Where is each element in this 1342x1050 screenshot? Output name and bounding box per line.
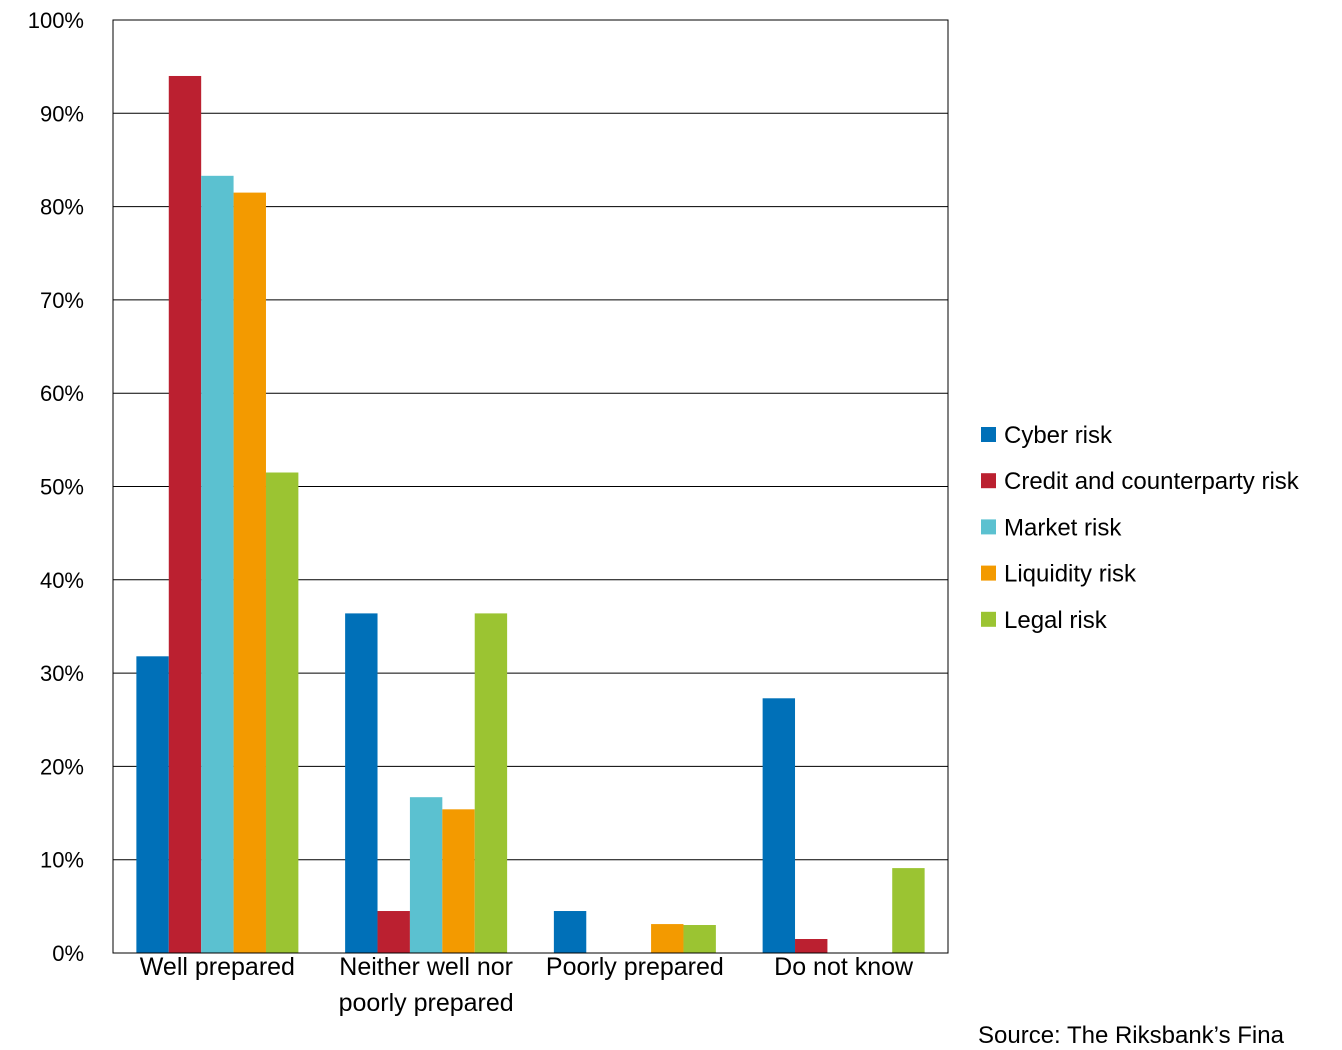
bars xyxy=(136,75,925,954)
legend: Cyber risk Credit and counterparty risk Ma… xyxy=(981,422,1300,634)
y-tick-label: 90% xyxy=(40,101,84,126)
y-tick-label: 20% xyxy=(40,754,84,779)
bar xyxy=(136,656,169,953)
legend-label: Legal risk xyxy=(1004,607,1108,634)
legend-label: Liquidity risk xyxy=(1004,561,1137,588)
y-tick-label: 80% xyxy=(40,195,84,220)
bar xyxy=(762,698,796,953)
y-tick-label: 100% xyxy=(28,8,84,33)
bar xyxy=(265,472,299,953)
y-tick-label: 0% xyxy=(52,941,84,966)
bar xyxy=(345,613,378,953)
legend-swatch xyxy=(981,611,996,627)
x-category-label: poorly prepared xyxy=(339,989,514,1017)
bar xyxy=(201,175,234,953)
x-category-label: Neither well nor xyxy=(339,953,513,981)
y-tick-label: 30% xyxy=(40,661,84,686)
y-tick-label: 10% xyxy=(40,848,84,873)
y-tick-label: 40% xyxy=(40,568,84,593)
bar xyxy=(377,911,410,953)
legend-swatch xyxy=(981,519,996,535)
plot-area-frame xyxy=(112,19,949,954)
x-category-label: Do not know xyxy=(774,953,914,981)
bar xyxy=(892,868,925,953)
legend-label: Cyber risk xyxy=(1004,422,1113,449)
legend-label: Credit and counterparty risk xyxy=(1004,468,1300,495)
source-note: Source: The Riksbank’s Fina xyxy=(978,1022,1284,1049)
y-axis-tick-labels: 0% 10% 20% 30% 40% 50% 60% 70% 80% 90% 100% xyxy=(28,8,84,966)
y-tick-label: 60% xyxy=(40,381,84,406)
bar xyxy=(442,809,475,953)
legend-swatch xyxy=(981,473,996,489)
bar xyxy=(683,925,716,953)
x-category-label: Well prepared xyxy=(140,953,295,981)
bar xyxy=(795,939,828,953)
legend-swatch xyxy=(981,427,996,442)
x-axis-category-labels: Well prepared Neither well nor poorly prep… xyxy=(140,953,914,1017)
y-tick-label: 50% xyxy=(40,475,84,500)
bar xyxy=(233,192,266,954)
x-category-label: Poorly prepared xyxy=(546,953,724,981)
bar xyxy=(168,75,202,954)
bar xyxy=(474,613,508,953)
legend-swatch xyxy=(981,565,996,581)
bar xyxy=(409,797,443,953)
bar xyxy=(651,924,684,953)
legend-label: Market risk xyxy=(1004,514,1122,541)
y-tick-label: 70% xyxy=(40,288,84,313)
bar xyxy=(553,911,587,953)
